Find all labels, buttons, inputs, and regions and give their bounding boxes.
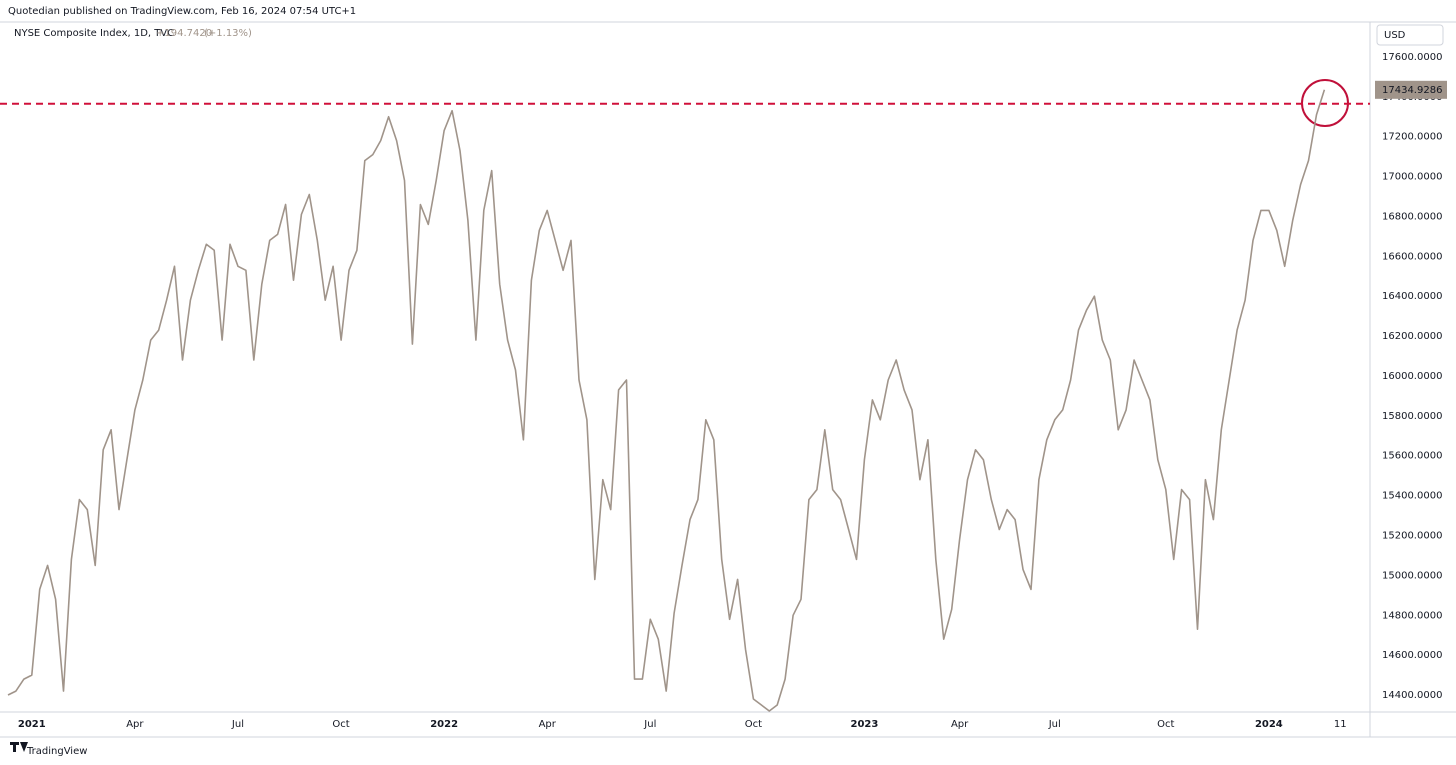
x-tick-label: Oct xyxy=(332,719,349,730)
y-tick-label: 17200.0000 xyxy=(1382,132,1442,143)
y-tick-label: 15000.0000 xyxy=(1382,570,1442,581)
header: Quotedian published on TradingView.com, … xyxy=(8,6,356,17)
tv-logo xyxy=(10,742,28,752)
y-tick-label: 17600.0000 xyxy=(1382,52,1442,63)
y-tick-label: 14400.0000 xyxy=(1382,690,1442,701)
y-tick-label: 14800.0000 xyxy=(1382,610,1442,621)
x-tick-label: 2024 xyxy=(1255,719,1283,730)
x-tick-label: Apr xyxy=(951,719,969,730)
last-price-tag xyxy=(1375,80,1447,99)
x-tick-label: Jul xyxy=(1048,719,1061,730)
x-tick-label: Oct xyxy=(1157,719,1174,730)
y-tick-label: 16800.0000 xyxy=(1382,211,1442,222)
x-tick-label: Oct xyxy=(745,719,762,730)
y-tick-label: 17000.0000 xyxy=(1382,172,1442,183)
y-tick-label: 16200.0000 xyxy=(1382,331,1442,342)
currency: USD xyxy=(1384,30,1406,41)
last-price-label: 17434.9286 xyxy=(1382,85,1442,96)
footer: TradingView xyxy=(26,746,87,757)
x-tick-label: 2022 xyxy=(430,719,458,730)
y-tick-label: 14600.0000 xyxy=(1382,650,1442,661)
y-tick-label: 15600.0000 xyxy=(1382,451,1442,462)
x-tick-label: 11 xyxy=(1334,719,1347,730)
x-tick-label: Jul xyxy=(231,719,244,730)
change-pct: (+1.13%) xyxy=(204,28,252,39)
x-tick-label: Apr xyxy=(539,719,557,730)
x-tick-label: 2021 xyxy=(18,719,46,730)
y-tick-label: 16600.0000 xyxy=(1382,251,1442,262)
x-tick-label: Apr xyxy=(126,719,144,730)
y-tick-label: 16000.0000 xyxy=(1382,371,1442,382)
x-tick-label: Jul xyxy=(643,719,656,730)
change: +194.7420 xyxy=(156,28,212,39)
y-tick-label: 15800.0000 xyxy=(1382,411,1442,422)
currency-box[interactable] xyxy=(1376,24,1444,46)
y-tick-label: 16400.0000 xyxy=(1382,291,1442,302)
price-line xyxy=(7,89,1326,712)
x-tick-label: 2023 xyxy=(851,719,879,730)
y-tick-label: 15400.0000 xyxy=(1382,491,1442,502)
series-name: NYSE Composite Index, 1D, TVC xyxy=(14,28,174,39)
y-tick-label: 15200.0000 xyxy=(1382,531,1442,542)
